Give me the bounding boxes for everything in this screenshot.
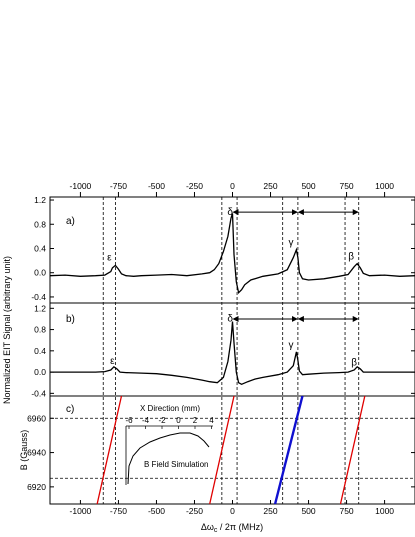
field-line bbox=[273, 395, 304, 505]
bottom-tick-labels: -1000 -750 -500 -250 0 250 500 750 1000 bbox=[70, 506, 395, 516]
y-tick-label-c: 6920 bbox=[27, 482, 46, 492]
inset-simulation: X Direction (mm) -6 -4 -2 0 2 4 B Field Simul… bbox=[125, 404, 214, 485]
x-axis-label: Δωc / 2π (MHz) bbox=[201, 522, 263, 534]
field-line bbox=[96, 395, 123, 505]
field-line bbox=[209, 395, 235, 505]
bottom-tick-label: 750 bbox=[339, 506, 353, 516]
y-tick-label-a: 1.2 bbox=[34, 195, 46, 205]
bottom-tick-label: 0 bbox=[230, 506, 235, 516]
y-tick-label-c: 6940 bbox=[27, 448, 46, 458]
annotation-a: γ bbox=[289, 237, 294, 248]
bottom-tick-label: -500 bbox=[148, 506, 165, 516]
y-tick-label-a: -0.4 bbox=[31, 292, 46, 302]
annotation-b: ε bbox=[110, 356, 115, 367]
panel-c-label: c) bbox=[66, 404, 74, 415]
y-tick-label-b: 1.2 bbox=[34, 303, 46, 313]
inset-curve bbox=[127, 432, 210, 485]
top-tick-label: -750 bbox=[110, 181, 127, 191]
panel-a-label: a) bbox=[66, 216, 75, 227]
bottom-tick-label: -1000 bbox=[70, 506, 92, 516]
panel-a-tick-labels: -0.4 0.0 0.4 0.8 1.2 bbox=[31, 195, 46, 302]
inset-tick-label: -6 bbox=[125, 416, 133, 425]
y-tick-label-b: -0.4 bbox=[31, 388, 46, 398]
annotation-b: β bbox=[351, 358, 357, 369]
top-tick-label: 1000 bbox=[375, 181, 394, 191]
bottom-tick-label: 500 bbox=[301, 506, 315, 516]
series-curve-b bbox=[50, 321, 415, 386]
y-tick-label-b: 0.4 bbox=[34, 346, 46, 356]
y-tick-label-a: 0.4 bbox=[34, 243, 46, 253]
annotation-b: δ bbox=[227, 314, 233, 325]
top-tick-label: 500 bbox=[301, 181, 315, 191]
top-tick-label: 0 bbox=[230, 181, 235, 191]
inset-title: X Direction (mm) bbox=[140, 404, 200, 413]
dashed-horizontal-lines bbox=[50, 417, 415, 479]
inset-tick-labels: -6 -4 -2 0 2 4 bbox=[125, 416, 214, 425]
frame-c bbox=[49, 395, 415, 505]
top-tick-label: -1000 bbox=[70, 181, 92, 191]
bottom-tick-label: -750 bbox=[110, 506, 127, 516]
tick-marks bbox=[50, 192, 415, 504]
bottom-tick-label: 1000 bbox=[375, 506, 394, 516]
field-lines bbox=[96, 395, 366, 505]
top-tick-label: -500 bbox=[148, 181, 165, 191]
top-tick-labels: -1000 -750 -500 -250 0 250 500 750 1000 bbox=[70, 181, 395, 191]
dashed-vertical-lines bbox=[102, 197, 360, 504]
panel-b-label: b) bbox=[66, 314, 75, 325]
y-tick-label-b: 0.8 bbox=[34, 325, 46, 335]
peak-annotations: ε δ γ β ε δ γ β bbox=[107, 207, 357, 369]
field-line bbox=[339, 395, 366, 505]
inset-tick-label: -2 bbox=[158, 416, 166, 425]
inset-tick-label: 0 bbox=[176, 416, 181, 425]
bottom-tick-label: 250 bbox=[263, 506, 277, 516]
inset-tick-label: 4 bbox=[209, 416, 214, 425]
y-tick-label-a: 0.0 bbox=[34, 268, 46, 278]
top-tick-label: -250 bbox=[186, 181, 203, 191]
annotation-a: β bbox=[348, 251, 354, 262]
y-axis-label-shared: Normalized EIT Signal (arbitrary unit) bbox=[2, 256, 12, 404]
y-axis-label-c: B (Gauss) bbox=[19, 430, 29, 471]
y-tick-label-b: 0.0 bbox=[34, 367, 46, 377]
panel-b-tick-labels: -0.4 0.0 0.4 0.8 1.2 bbox=[31, 303, 46, 398]
series-curve-a bbox=[49, 213, 415, 295]
annotation-b: γ bbox=[289, 340, 294, 351]
top-tick-label: 250 bbox=[263, 181, 277, 191]
y-tick-label-a: 0.8 bbox=[34, 219, 46, 229]
inset-tick-label: -4 bbox=[142, 416, 150, 425]
annotation-a: δ bbox=[227, 207, 233, 218]
bottom-tick-label: -250 bbox=[186, 506, 203, 516]
top-tick-label: 750 bbox=[339, 181, 353, 191]
inset-tick-label: 2 bbox=[193, 416, 198, 425]
y-tick-label-c: 6960 bbox=[27, 413, 46, 423]
annotation-a: ε bbox=[107, 253, 112, 264]
separation-arrows bbox=[232, 209, 359, 322]
panel-c-tick-labels: 6920 6940 6960 bbox=[27, 413, 46, 492]
inset-label: B Field Simulation bbox=[144, 460, 208, 469]
